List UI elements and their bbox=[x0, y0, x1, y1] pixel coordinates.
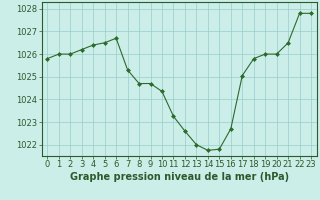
X-axis label: Graphe pression niveau de la mer (hPa): Graphe pression niveau de la mer (hPa) bbox=[70, 172, 289, 182]
